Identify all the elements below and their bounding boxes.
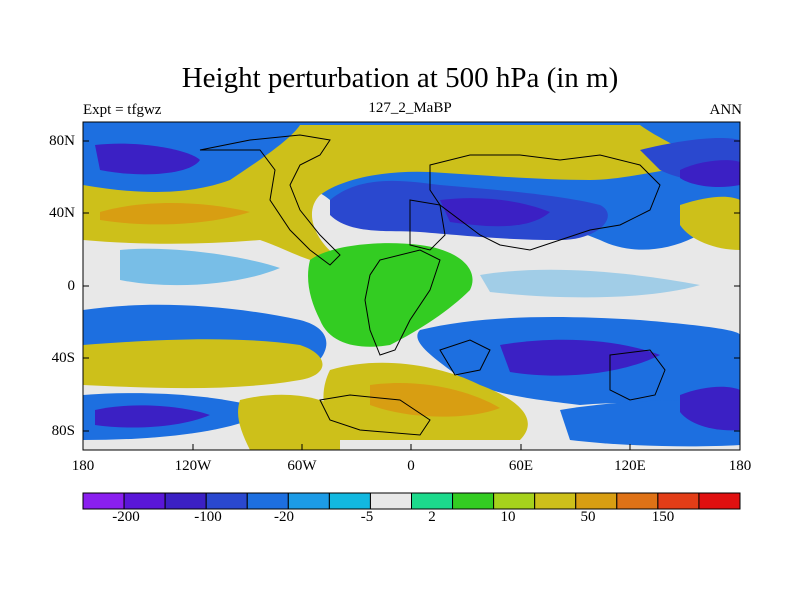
x-label-120w: 120W <box>174 458 212 474</box>
y-label-80n: 80N <box>49 133 75 149</box>
colorbar-swatch <box>123 492 166 510</box>
colorbar-label: -5 <box>360 509 374 525</box>
colorbar-label: 2 <box>428 509 436 525</box>
x-label-180e: 180 <box>728 458 752 474</box>
colorbar-swatch <box>369 492 412 510</box>
plot-title: Height perturbation at 500 hPa (in m) <box>181 62 619 94</box>
y-label-eq: 0 <box>67 278 76 294</box>
contour-tropic-green <box>308 243 473 347</box>
continent-outlines <box>199 134 666 436</box>
contour-north-orange <box>100 203 250 225</box>
colorbar-swatch <box>452 492 495 510</box>
colorbar-label: 10 <box>500 509 516 525</box>
season-label: ANN <box>709 102 743 118</box>
colorbar-label: -100 <box>194 509 222 525</box>
colorbar-swatch <box>164 492 207 510</box>
contour-south-yellow <box>83 339 323 389</box>
contour-south-yellow3 <box>238 394 340 450</box>
contour-north-deep2 <box>440 198 550 227</box>
contour-tropic-light2 <box>480 269 700 298</box>
case-name-label: 127_2_MaBP <box>368 100 452 116</box>
colorbar-swatch <box>575 492 618 510</box>
contour-north-yellow <box>83 125 700 266</box>
y-label-80s: 80S <box>51 423 75 439</box>
contour-south-orange <box>370 382 500 417</box>
colorbar-label: -20 <box>274 509 294 525</box>
colorbar-swatch <box>616 492 659 510</box>
contour-farnorth-deep <box>680 160 740 188</box>
x-label-0: 0 <box>407 458 415 474</box>
x-label-180w: 180 <box>71 458 95 474</box>
colorbar <box>82 492 741 510</box>
y-label-40s: 40S <box>51 350 75 366</box>
colorbar-label: 150 <box>651 509 675 525</box>
x-ticks <box>82 444 741 450</box>
contour-south-deep3 <box>95 405 210 428</box>
colorbar-swatch <box>534 492 577 510</box>
contour-south-se-deep <box>500 339 660 376</box>
contour-tropic-light <box>120 248 280 286</box>
colorbar-label: 50 <box>580 509 596 525</box>
contour-south-deep4 <box>680 386 740 431</box>
colorbar-swatch <box>246 492 289 510</box>
contour-northeast-yellow <box>680 196 740 250</box>
colorbar-swatch <box>657 492 700 510</box>
colorbar-swatch <box>411 492 454 510</box>
experiment-label: Expt = tfgwz <box>83 102 162 118</box>
colorbar-swatch <box>493 492 536 510</box>
colorbar-swatch <box>698 492 741 510</box>
colorbar-swatch <box>82 492 125 510</box>
x-label-120e: 120E <box>614 458 646 474</box>
colorbar-swatch <box>205 492 248 510</box>
x-label-60w: 60W <box>287 458 317 474</box>
contour-field <box>83 122 740 450</box>
colorbar-label: -200 <box>112 509 140 525</box>
contour-north-deep <box>95 143 200 175</box>
x-label-60e: 60E <box>508 458 534 474</box>
y-ticks <box>83 140 740 432</box>
colorbar-swatch <box>287 492 330 510</box>
colorbar-swatch <box>328 492 371 510</box>
y-label-40n: 40N <box>49 205 75 221</box>
